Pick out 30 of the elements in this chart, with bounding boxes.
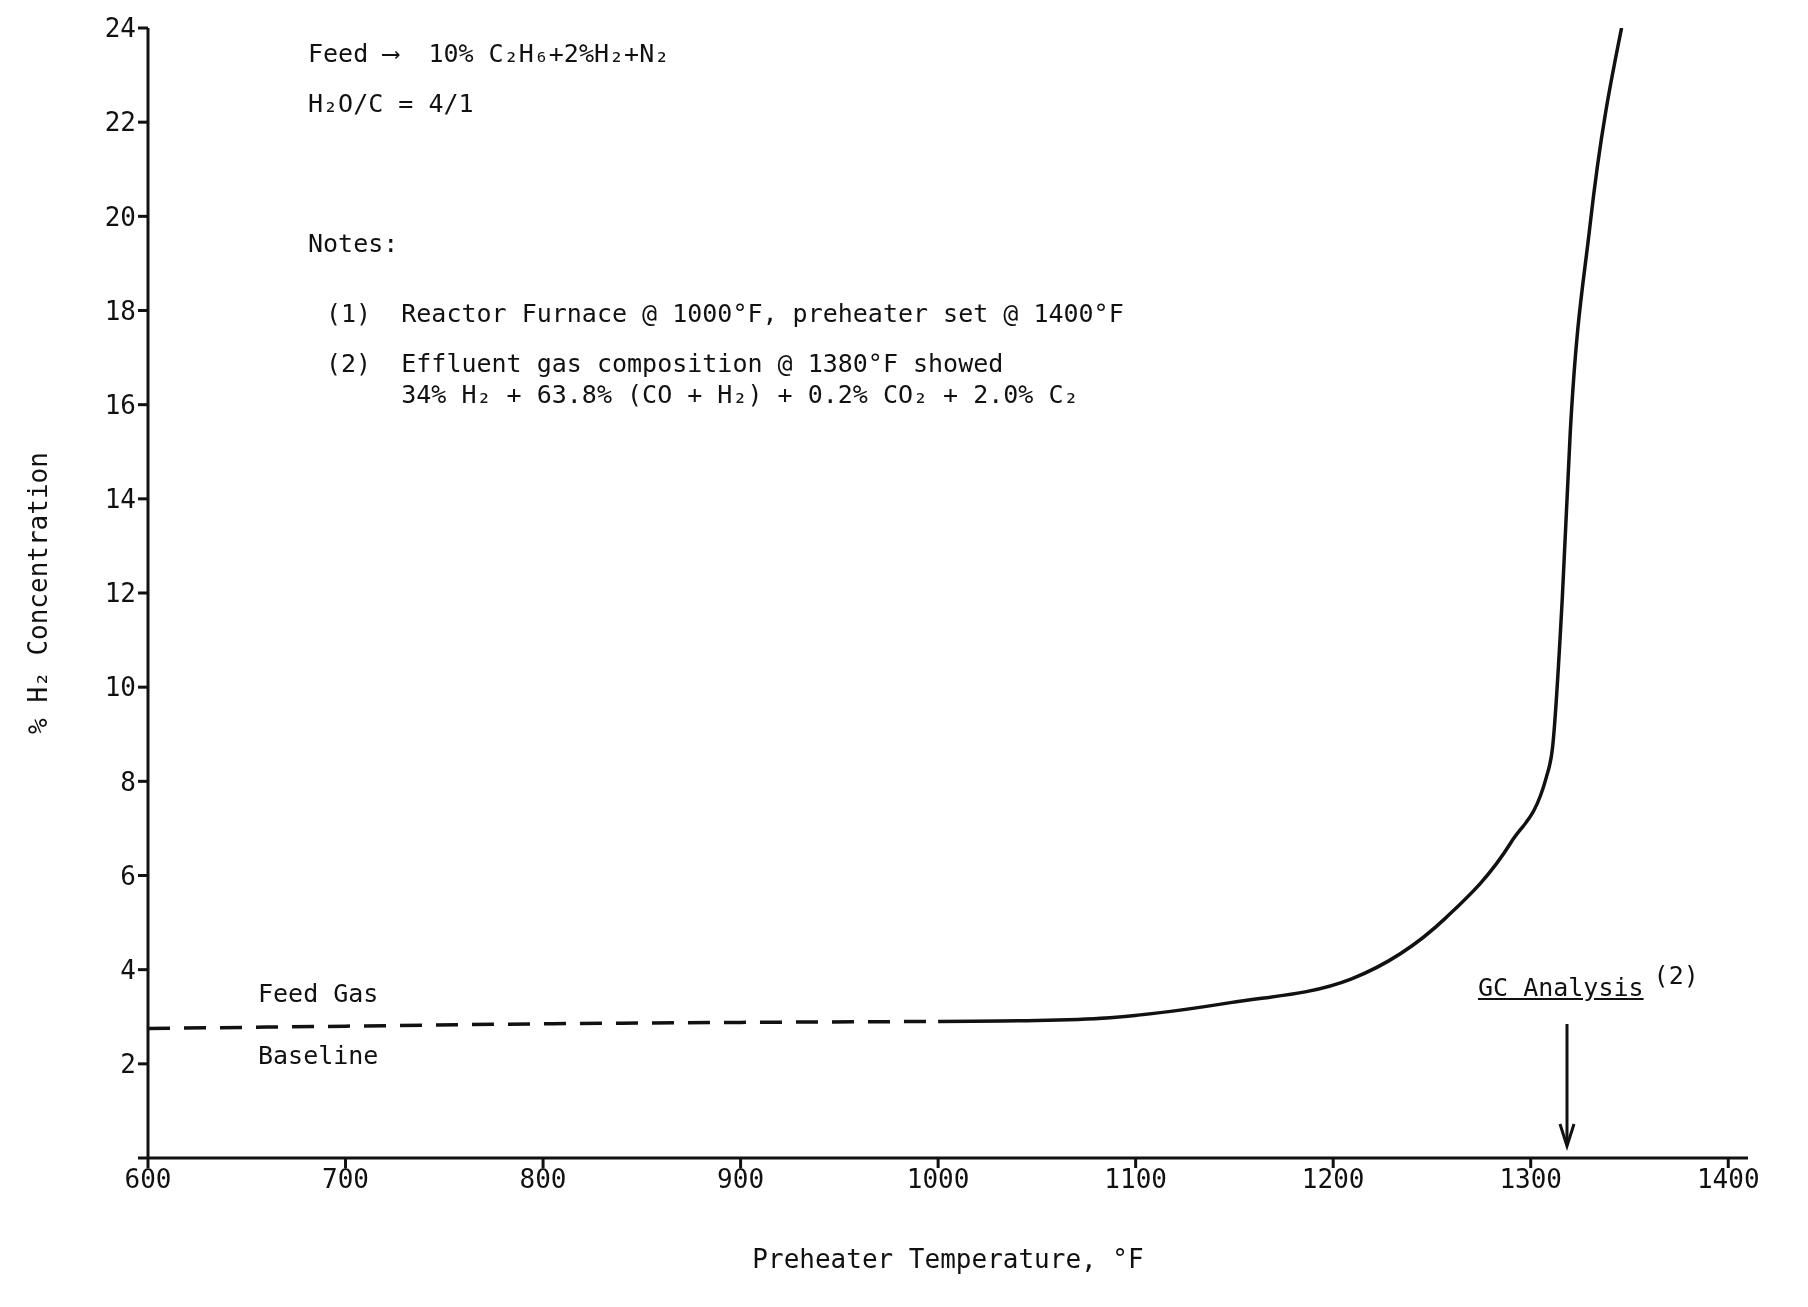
annotation: H₂O/C = 4/1	[308, 88, 474, 120]
x-tick-label: 1300	[1499, 1164, 1563, 1195]
annotation: GC Analysis (2)	[1478, 961, 1699, 1002]
x-tick-label: 600	[124, 1164, 172, 1195]
y-tick-label: 16	[104, 389, 136, 420]
y-tick-label: 2	[120, 1049, 136, 1080]
text: Feed Gas Baseline	[258, 979, 379, 1070]
x-axis-title: Preheater Temperature, °F	[752, 1244, 1144, 1274]
y-tick-label: 20	[104, 201, 136, 232]
annotation: (2) Effluent gas composition @ 1380°F showed 34% H₂ + 63.8% (CO + H₂) + 0.2% CO₂ + 2.0% C₂	[326, 348, 1079, 411]
y-axis-title: % H₂ Concentration	[23, 452, 54, 734]
annotation: Notes:	[308, 228, 399, 260]
y-tick-label: 8	[120, 766, 136, 797]
x-tick-label: 800	[519, 1164, 567, 1195]
x-tick-label: 1100	[1104, 1164, 1167, 1195]
y-tick-label: 22	[104, 107, 136, 138]
x-tick-label: 1200	[1301, 1164, 1365, 1195]
x-tick-label: 900	[717, 1164, 765, 1195]
annotation: (1) Reactor Furnace @ 1000°F, preheater set @ 1400°F	[326, 298, 1124, 330]
y-tick-label: 6	[120, 860, 136, 891]
y-tick-label: 18	[104, 295, 136, 326]
y-tick-label: 12	[104, 578, 136, 609]
x-tick-label: 700	[322, 1164, 370, 1195]
y-tick-label: 14	[104, 484, 136, 515]
annotation: Feed ⟶ 10% C₂H₆+2%H₂+N₂	[308, 38, 670, 70]
x-tick-label: 1400	[1696, 1164, 1760, 1195]
x-tick-label: 1000	[906, 1164, 970, 1195]
y-tick-label: 4	[120, 954, 136, 985]
y-tick-label: 10	[104, 672, 136, 703]
y-tick-label: 24	[104, 13, 136, 44]
